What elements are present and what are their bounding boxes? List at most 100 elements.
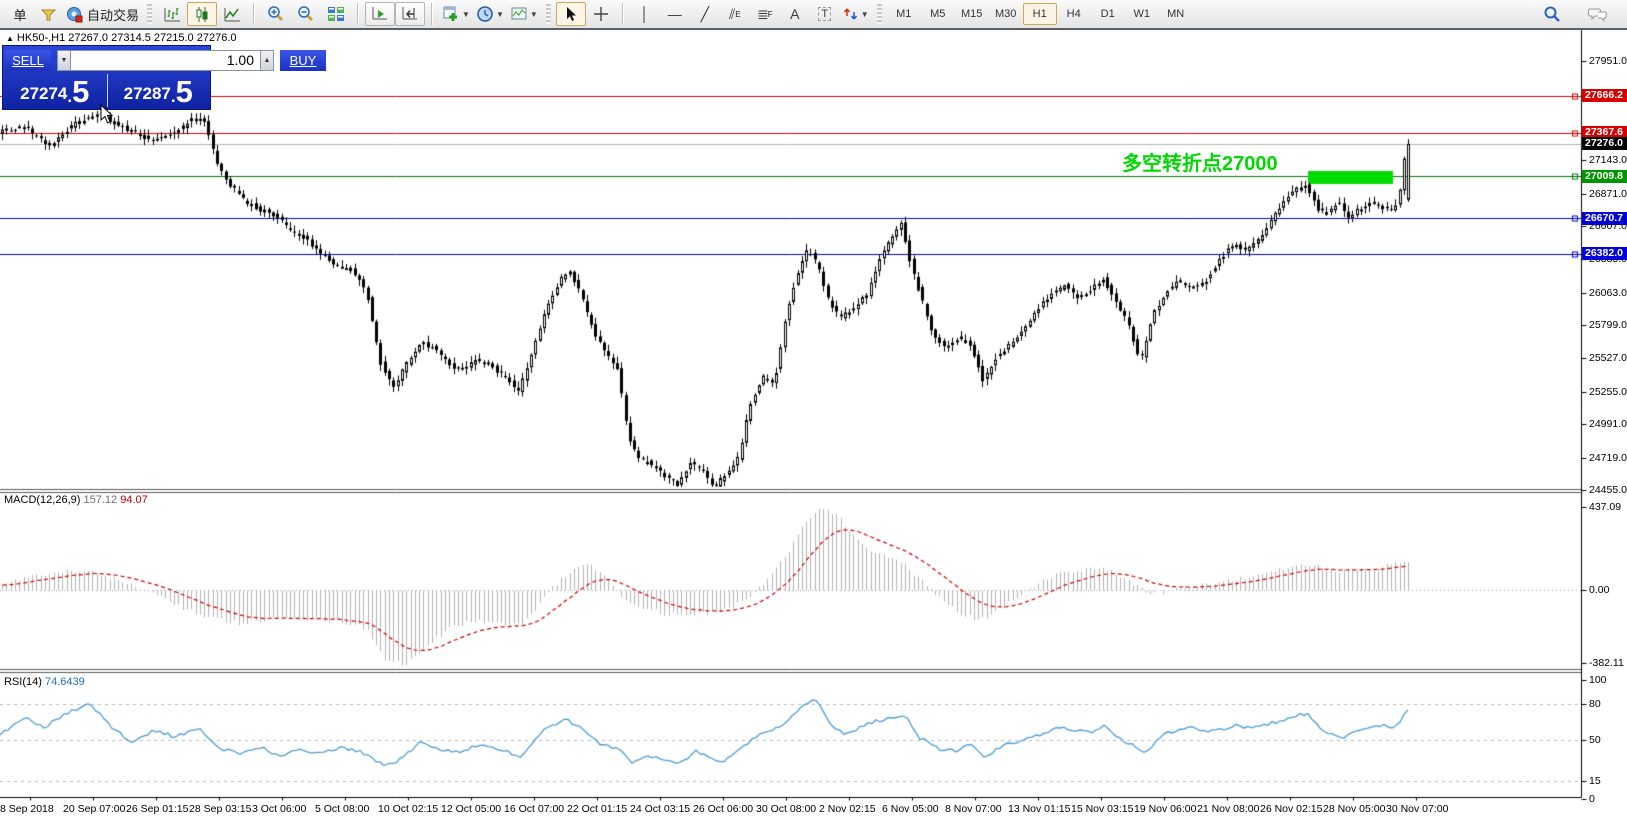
time-label: 30 Nov 07:00 <box>1386 803 1449 815</box>
template-button[interactable]: ▼ <box>507 2 541 26</box>
time-label: 21 Nov 08:00 <box>1197 803 1260 815</box>
timeframe-button-mn[interactable]: MN <box>1167 8 1185 20</box>
price-level-badge: 27009.8 <box>1582 169 1627 183</box>
timeframe-button-m5[interactable]: M5 <box>930 8 946 20</box>
time-label: 19 Nov 06:00 <box>1134 803 1197 815</box>
timeframe-button-m30[interactable]: M30 <box>995 8 1017 20</box>
new-order-label: 单 <box>13 7 27 23</box>
timeframe-button-w1[interactable]: W1 <box>1133 8 1150 20</box>
timeframe-button-m15[interactable]: M15 <box>961 8 983 20</box>
candlestick-chart-button[interactable] <box>187 2 218 26</box>
fibonacci-tool[interactable]: ≣ F <box>750 2 780 26</box>
volume-stepper: ▼ ▲ <box>57 49 274 71</box>
new-chart-icon <box>443 6 458 21</box>
price-tick: 25527.0 <box>1589 352 1627 365</box>
chat-button[interactable] <box>1583 2 1613 26</box>
trendline-icon: ╱ <box>700 5 709 22</box>
chat-icon <box>1588 8 1607 22</box>
toolbar-drag-handle[interactable] <box>147 4 153 24</box>
buy-price-frac: 5 <box>175 74 193 109</box>
zoom-in-icon <box>268 6 284 22</box>
sell-button[interactable]: SELL <box>5 49 51 71</box>
trendline-tool[interactable]: ╱ <box>690 2 720 26</box>
crosshair-tool-button[interactable] <box>586 2 616 26</box>
rsi-pane-label: RSI(14) 74.6439 <box>4 676 85 688</box>
search-icon <box>1544 6 1560 22</box>
time-label: 26 Nov 02:15 <box>1260 803 1323 815</box>
time-label: 2 Nov 02:15 <box>819 803 876 815</box>
buy-price-main: 27287 <box>123 84 171 103</box>
rsi-value: 74.6439 <box>44 676 85 688</box>
crosshair-icon <box>593 7 608 21</box>
volume-decrease-button[interactable]: ▼ <box>57 49 71 71</box>
styler-icon[interactable] <box>33 2 63 26</box>
period-button[interactable]: ▼ <box>473 2 507 26</box>
sell-price[interactable]: 27274. 5 <box>3 72 107 109</box>
text-tool[interactable]: A <box>780 2 810 26</box>
time-label: 26 Sep 01:15 <box>126 803 189 815</box>
cursor-tool-button[interactable] <box>555 2 586 26</box>
time-label: 8 Nov 07:00 <box>945 803 1002 815</box>
fibonacci-icon: ≣ <box>756 5 769 22</box>
collapse-triangle-icon[interactable]: ▲ <box>6 34 14 43</box>
bar-chart-icon <box>164 7 180 21</box>
price-divider <box>106 74 108 107</box>
zoom-out-button[interactable] <box>291 2 321 26</box>
line-chart-button[interactable] <box>217 2 247 26</box>
vertical-line-icon: │ <box>640 6 650 22</box>
dropdown-arrow-icon[interactable]: ▼ <box>529 9 538 19</box>
vertical-line-tool[interactable]: │ <box>630 2 660 26</box>
auto-scroll-button[interactable] <box>365 2 396 26</box>
volume-input[interactable] <box>71 49 260 71</box>
dropdown-arrow-icon[interactable]: ▼ <box>462 9 470 19</box>
label-tool[interactable]: T <box>810 2 840 26</box>
autotrading-button[interactable]: 自动交易 <box>63 2 142 26</box>
volume-increase-button[interactable]: ▲ <box>260 49 274 71</box>
chart-shift-button[interactable] <box>395 2 426 26</box>
timeframe-button-m1[interactable]: M1 <box>896 8 912 20</box>
buy-button[interactable]: BUY <box>280 49 326 71</box>
macd-main-value: 157.12 <box>83 494 118 506</box>
tile-windows-button[interactable] <box>321 2 351 26</box>
time-label: 3 Oct 06:00 <box>252 803 307 815</box>
new-order-button[interactable]: 单 <box>3 2 33 26</box>
chart-annotation-text[interactable]: 多空转折点27000 <box>1122 153 1278 175</box>
new-chart-button[interactable]: ▼ <box>439 2 473 26</box>
time-label: 28 Nov 05:00 <box>1323 803 1386 815</box>
horizontal-line-tool[interactable]: — <box>660 2 690 26</box>
arrows-tool[interactable]: ▼ <box>840 2 872 26</box>
zoom-in-button[interactable] <box>261 2 291 26</box>
bar-chart-button[interactable] <box>157 2 187 26</box>
macd-tick: 437.09 <box>1589 500 1622 513</box>
chart-ohlc-title: ▲ HK50-,H1 27267.0 27314.5 27215.0 27276.… <box>6 32 237 44</box>
price-level-badge: 27666.2 <box>1582 89 1627 103</box>
price-level-badge: 27276.0 <box>1582 137 1627 151</box>
toolbar-drag-handle[interactable] <box>545 4 551 24</box>
chart-shift-icon <box>402 7 418 20</box>
time-label: 28 Sep 03:15 <box>189 803 252 815</box>
time-label: 15 Nov 03:15 <box>1071 803 1134 815</box>
timeframe-button-d1[interactable]: D1 <box>1100 8 1115 20</box>
channel-tool[interactable]: ⫽ E <box>720 2 750 26</box>
toolbar-drag-handle[interactable] <box>876 4 882 24</box>
arrows-icon <box>843 8 857 20</box>
rsi-tick: 100 <box>1589 674 1607 686</box>
price-tick: 24455.0 <box>1589 483 1627 496</box>
time-label: 22 Oct 01:15 <box>567 803 628 815</box>
timeframe-button-h4[interactable]: H4 <box>1066 8 1081 20</box>
sell-price-frac: 5 <box>72 74 90 109</box>
cursor-icon <box>566 7 576 21</box>
funnel-icon <box>40 9 56 20</box>
toolbar: 单 自动交易 <box>0 0 1627 30</box>
dropdown-arrow-icon[interactable]: ▼ <box>860 9 869 19</box>
price-tick: 27143.0 <box>1589 154 1627 167</box>
buy-price[interactable]: 27287. 5 <box>107 72 211 109</box>
price-tick: 27951.0 <box>1589 55 1627 67</box>
rsi-tick: 15 <box>1589 775 1601 788</box>
rsi-tick: 80 <box>1589 697 1601 710</box>
timeframe-button-h1[interactable]: H1 <box>1022 3 1057 25</box>
price-tick: 26871.0 <box>1589 187 1627 200</box>
dropdown-arrow-icon[interactable]: ▼ <box>495 9 504 19</box>
search-button[interactable] <box>1537 2 1567 26</box>
